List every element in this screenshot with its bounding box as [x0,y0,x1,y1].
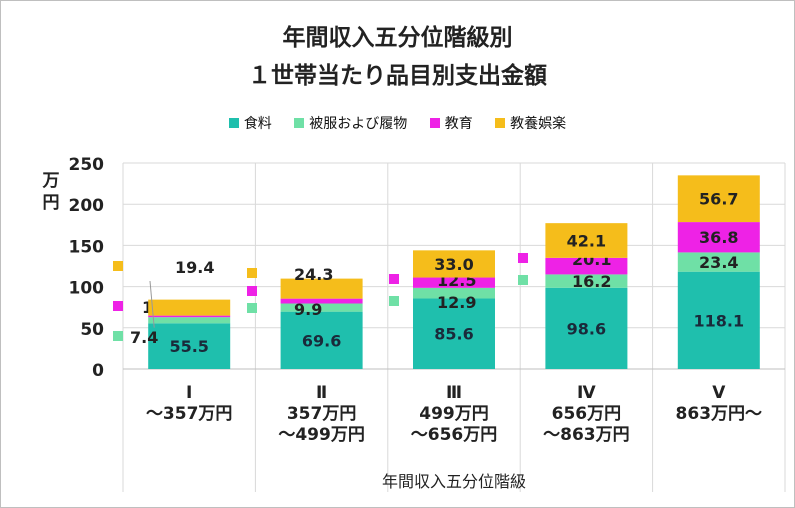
data-label-4-1: 23.4 [699,253,738,272]
data-label-marker-3-2 [518,253,528,263]
data-label-marker-2-1 [389,296,399,306]
legend-item-clothing: 被服および履物 [294,113,407,133]
data-label-marker-0-3 [113,261,123,271]
data-label-marker-1-1 [247,303,257,313]
y-tick-label-4: 200 [69,196,105,216]
data-label-0-0: 55.5 [169,337,208,356]
data-label-marker-0-2 [113,301,123,311]
data-label-1-3: 24.3 [294,265,333,284]
legend-item-food: 食料 [228,113,272,133]
bar-segment-4-2 [677,222,760,253]
x-tick-label-4-0: Ⅴ [712,383,726,403]
bar-segment-1-1 [280,303,363,312]
data-label-0-3: 19.4 [175,258,214,277]
data-label-4-3: 56.7 [699,190,738,209]
bar-segment-0-1 [148,317,231,324]
data-label-marker-0-1 [113,331,123,341]
data-label-2-0: 85.6 [434,325,473,344]
legend-item-recreation: 教養娯楽 [495,113,566,133]
bar-segment-2-1 [413,287,495,299]
data-label-marker-1-3 [247,268,257,278]
legend: 食料 被服および履物 教育 教養娯楽 [0,113,795,133]
chart-title: 年間収入五分位階級別 [282,25,513,51]
bar-segment-4-1 [677,252,760,272]
bar-segment-2-2 [413,277,495,288]
x-tick-label-0-1: ～357万円 [146,404,233,424]
bar-segment-1-0 [280,311,363,369]
y-axis-title-char-1: 円 [43,193,60,213]
bar-segment-0-2 [148,315,231,318]
x-tick-label-2-0: Ⅲ [446,383,462,403]
data-label-2-1: 12.9 [437,293,476,312]
x-tick-label-1-1: 357万円 [287,404,357,424]
data-label-3-0: 98.6 [567,319,606,338]
bar-segment-2-0 [413,298,495,369]
x-tick-label-4-1: 863万円～ [676,404,763,424]
data-label-4-0: 118.1 [693,311,744,330]
legend-label-recreation: 教養娯楽 [510,116,567,132]
data-label-marker-1-2 [247,286,257,296]
x-tick-label-3-1: 656万円 [552,404,622,424]
bar-segment-3-3 [545,223,628,258]
legend-swatch-food [228,118,239,128]
chart-subtitle: １世帯当たり品目別支出金額 [248,63,547,89]
data-label-0-1: 7.4 [130,328,158,347]
data-label-marker-2-2 [389,274,399,284]
x-tick-label-2-1: 499万円 [419,404,489,424]
legend-swatch-recreation [495,118,506,128]
y-tick-label-3: 150 [69,237,105,257]
data-label-4-2: 36.8 [699,228,738,247]
bar-segment-2-3 [413,250,495,278]
data-label-marker-3-1 [518,275,528,285]
y-tick-label-5: 250 [69,155,105,175]
legend-item-education: 教育 [429,113,473,133]
x-tick-label-2-2: ～656万円 [411,425,498,445]
x-tick-label-1-0: Ⅱ [316,383,327,403]
bar-segment-1-3 [280,278,363,299]
bar-segment-0-3 [148,299,231,316]
x-tick-label-3-0: Ⅳ [577,383,596,403]
bar-segment-1-2 [280,298,363,304]
legend-swatch-clothing [294,118,305,128]
y-axis-title-char-0: 万 [42,171,60,191]
data-label-1-0: 69.6 [302,331,341,350]
leader-line-0 [149,280,155,328]
y-tick-label-1: 50 [80,320,104,340]
data-label-3-3: 42.1 [567,231,606,250]
bar-segment-3-2 [545,257,628,275]
data-label-1-1: 9.9 [294,300,322,319]
y-tick-label-2: 100 [69,279,105,299]
bar-segment-0-0 [148,323,231,369]
data-label-3-1: 16.2 [572,272,611,291]
bar-segment-3-0 [545,287,628,369]
legend-swatch-education [429,118,440,128]
legend-label-education: 教育 [444,116,473,132]
x-tick-label-1-2: ～499万円 [278,425,365,445]
x-tick-label-0-0: Ⅰ [186,383,192,403]
legend-label-clothing: 被服および履物 [309,116,408,132]
y-tick-label-0: 0 [92,361,104,381]
x-tick-label-3-2: ～863万円 [543,425,630,445]
legend-label-food: 食料 [243,116,272,132]
x-axis-title: 年間収入五分位階級 [382,472,526,491]
data-label-2-3: 33.0 [434,255,473,274]
bar-segment-4-3 [677,175,760,223]
bar-segment-3-1 [545,274,628,288]
bar-segment-4-0 [677,271,760,369]
